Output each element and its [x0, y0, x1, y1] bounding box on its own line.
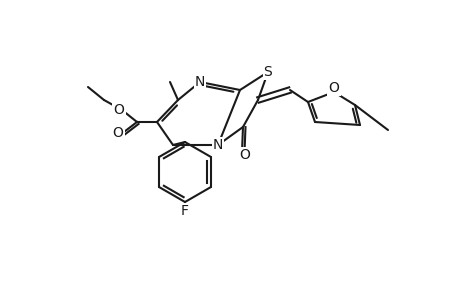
Text: N: N: [213, 138, 223, 152]
Text: O: O: [328, 81, 339, 95]
Text: O: O: [239, 148, 250, 162]
Text: O: O: [113, 103, 124, 117]
Text: S: S: [263, 65, 272, 79]
Text: F: F: [180, 204, 189, 218]
Text: N: N: [195, 75, 205, 89]
Text: O: O: [112, 126, 123, 140]
